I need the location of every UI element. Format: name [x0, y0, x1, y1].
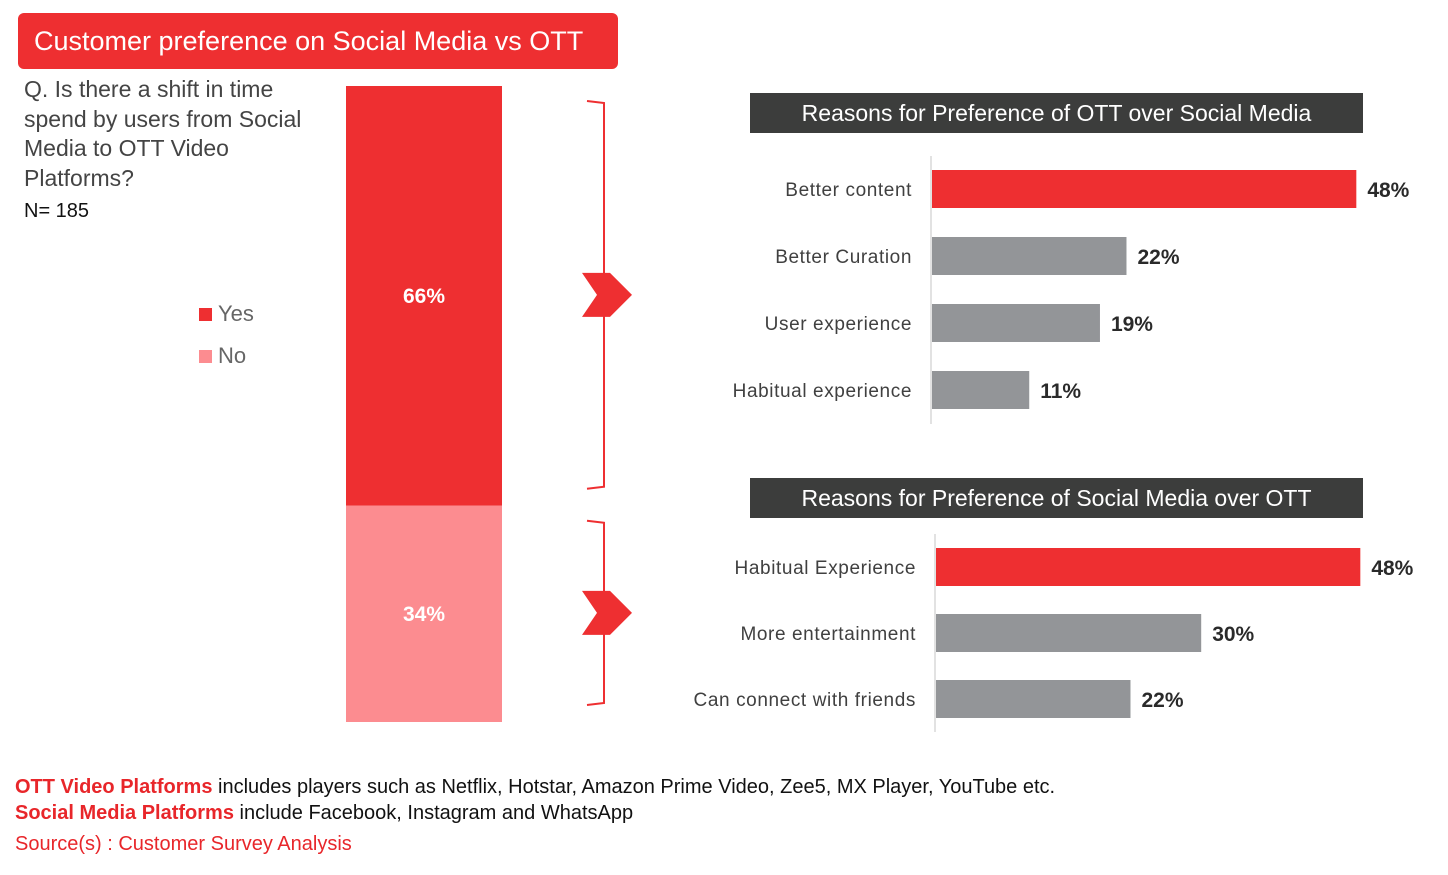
legend-item-no: No: [199, 343, 246, 369]
page-title: Customer preference on Social Media vs O…: [18, 13, 618, 69]
ott-category-label-3: Habitual experience: [733, 381, 912, 402]
ott-value-label-3: 11%: [1040, 380, 1081, 403]
legend-swatch-yes: [199, 307, 212, 321]
sample-size: N= 185: [24, 200, 90, 222]
footnote-social-highlight: Social Media Platforms: [15, 802, 234, 824]
survey-question: Q. Is there a shift in time spend by use…: [24, 76, 302, 191]
ott-bar-3: [932, 371, 1030, 409]
social-value-label-0: 48%: [1371, 557, 1413, 580]
legend-item-yes: Yes: [199, 301, 254, 327]
social-bar-1: [936, 614, 1202, 652]
legend-label-no: No: [218, 343, 247, 368]
footnote-social-text: include Facebook, Instagram and WhatsApp: [233, 802, 634, 824]
source-note: Source(s) : Customer Survey Analysis: [15, 833, 352, 855]
ott-bar-1: [932, 237, 1127, 275]
footnote-ott-highlight: OTT Video Platforms: [15, 776, 213, 798]
social-bar-0: [936, 548, 1361, 586]
social-value-label-1: 30%: [1212, 623, 1254, 646]
social-bar-2: [936, 680, 1131, 718]
footnote-social: Social Media Platforms include Facebook,…: [15, 802, 633, 825]
ott-bar-0: [932, 170, 1357, 208]
ott-category-label-0: Better content: [785, 180, 912, 201]
ott-category-label-1: Better Curation: [775, 247, 912, 268]
ott-value-label-0: 48%: [1367, 179, 1409, 202]
social-value-label-2: 22%: [1141, 689, 1183, 712]
ott-value-label-2: 19%: [1111, 313, 1153, 336]
ott-value-label-1: 22%: [1137, 246, 1179, 269]
ott-reasons-header: Reasons for Preference of OTT over Socia…: [750, 93, 1363, 133]
social-reasons-header: Reasons for Preference of Social Media o…: [750, 478, 1363, 518]
legend-swatch-no: [199, 349, 212, 363]
chevron-arrow-yes-icon: [582, 272, 632, 317]
ott-category-label-2: User experience: [765, 314, 912, 335]
stack-segment-no: [346, 505, 502, 722]
social-category-label-2: Can connect with friends: [694, 690, 916, 711]
ott-bar-2: [932, 304, 1100, 342]
stack-label-no: 34%: [403, 603, 445, 626]
social-category-label-1: More entertainment: [740, 624, 916, 645]
stack-segment-yes: [346, 86, 502, 506]
footnote-ott: OTT Video Platforms includes players suc…: [15, 776, 1055, 799]
footnote-ott-text: includes players such as Netflix, Hotsta…: [212, 776, 1056, 798]
chevron-arrow-no-icon: [582, 590, 632, 635]
social-category-label-0: Habitual Experience: [735, 558, 916, 579]
stack-label-yes: 66%: [403, 285, 445, 308]
legend-label-yes: Yes: [218, 301, 254, 326]
